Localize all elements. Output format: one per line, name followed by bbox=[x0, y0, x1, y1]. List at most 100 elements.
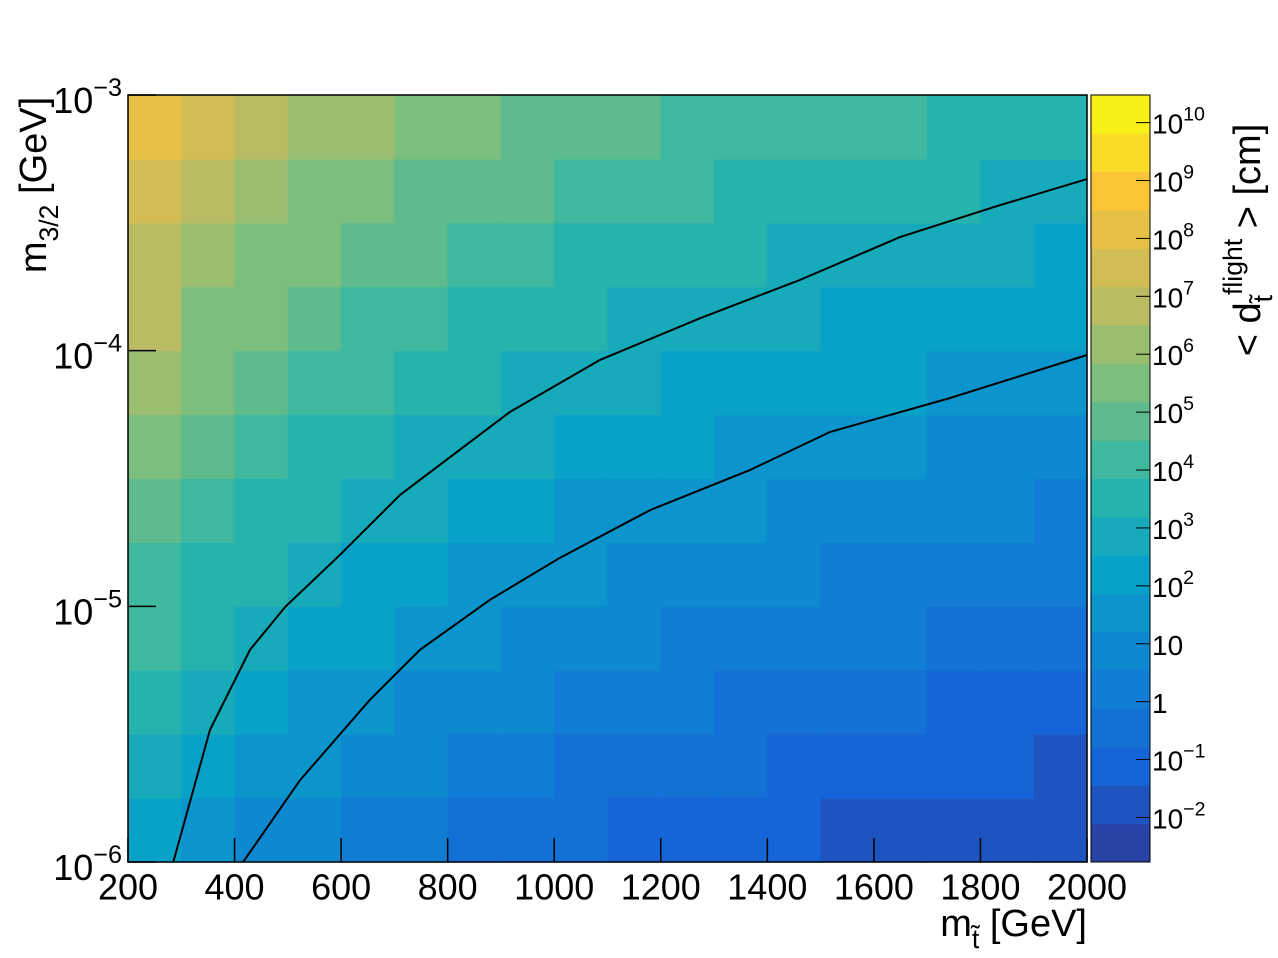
x-tick-label: 800 bbox=[418, 867, 478, 908]
heatmap-cell bbox=[1033, 542, 1088, 607]
heatmap-cell bbox=[554, 158, 609, 224]
heatmap-cell bbox=[447, 670, 502, 735]
y-axis-title-part: 3/2 bbox=[34, 205, 64, 242]
z-tick-label-exp: −2 bbox=[1183, 799, 1205, 821]
heatmap-cell bbox=[341, 606, 395, 671]
heatmap-cell bbox=[714, 414, 768, 480]
heatmap-cell bbox=[181, 670, 236, 735]
heatmap-cell bbox=[1033, 798, 1088, 863]
heatmap-cell bbox=[767, 95, 822, 160]
heatmap-cell bbox=[287, 670, 342, 735]
heatmap-cell bbox=[660, 734, 715, 799]
heatmap-cell bbox=[927, 286, 982, 352]
heatmap-cell bbox=[341, 478, 395, 544]
z-tick-label: 1 bbox=[1152, 688, 1168, 719]
heatmap-cell bbox=[554, 670, 609, 735]
y-tick-label: 10−3 bbox=[53, 74, 122, 121]
colorbar-band bbox=[1091, 401, 1150, 441]
x-tick-label: 200 bbox=[98, 867, 158, 908]
contour-line bbox=[242, 354, 1088, 863]
colorbar-band bbox=[1091, 248, 1150, 288]
heatmap-cell bbox=[1033, 670, 1088, 735]
heatmap-cell bbox=[714, 798, 768, 863]
heatmap-cell bbox=[554, 222, 609, 288]
heatmap-cell bbox=[554, 414, 609, 480]
heatmap-cell bbox=[341, 734, 395, 799]
heatmap-cell bbox=[607, 670, 662, 735]
heatmap-cell bbox=[554, 798, 609, 863]
heatmap-cell bbox=[607, 798, 662, 863]
heatmap-cell bbox=[128, 158, 182, 224]
heatmap-cell bbox=[820, 670, 875, 735]
x-tick-label: 1400 bbox=[727, 867, 807, 908]
heatmap-cell bbox=[873, 734, 928, 799]
z-tick-label: 10−1 bbox=[1152, 741, 1206, 777]
z-tick-label: 10 bbox=[1152, 630, 1183, 661]
heatmap-cell bbox=[873, 95, 928, 160]
heatmap-cell bbox=[873, 606, 928, 671]
heatmap-cell bbox=[394, 414, 449, 480]
heatmap-cell bbox=[500, 734, 555, 799]
heatmap-cell bbox=[980, 158, 1035, 224]
y-tick-label: 10−5 bbox=[53, 585, 122, 632]
z-tick-label-base: 10 bbox=[1152, 283, 1183, 314]
heatmap-cell bbox=[394, 798, 449, 863]
y-tick-label-exp: −3 bbox=[93, 74, 122, 102]
heatmap-cell bbox=[181, 798, 236, 863]
heatmap-cell bbox=[980, 95, 1035, 160]
x-tick-label: 2000 bbox=[1047, 867, 1127, 908]
heatmap-cell bbox=[500, 542, 555, 607]
heatmap-cell bbox=[927, 95, 982, 160]
z-tick-label: 107 bbox=[1152, 278, 1194, 314]
z-tick-label: 103 bbox=[1152, 509, 1194, 545]
heatmap-cell bbox=[980, 542, 1035, 607]
heatmap-cell bbox=[927, 798, 982, 863]
heatmap-cell bbox=[714, 606, 768, 671]
heatmap-cell bbox=[181, 734, 236, 799]
y-tick-label-exp: −5 bbox=[93, 585, 122, 613]
heatmap-cell bbox=[980, 798, 1035, 863]
heatmap-cell bbox=[980, 606, 1035, 671]
heatmap-cell bbox=[500, 222, 555, 288]
heatmap-cell bbox=[128, 414, 182, 480]
heatmap-cell bbox=[128, 542, 182, 607]
heatmap-cell bbox=[714, 670, 768, 735]
colorbar-band bbox=[1091, 210, 1150, 249]
heatmap-cell bbox=[820, 95, 875, 160]
heatmap-cell bbox=[128, 222, 182, 288]
heatmap-cell bbox=[287, 95, 342, 160]
heatmap-cell bbox=[181, 350, 236, 416]
heatmap-cell bbox=[607, 542, 662, 607]
z-tick-label-exp: 3 bbox=[1183, 509, 1194, 531]
heatmap-cell bbox=[767, 606, 822, 671]
z-axis-title-part: t̃ bbox=[1248, 293, 1278, 304]
heatmap-cell bbox=[820, 158, 875, 224]
heatmap-cell bbox=[447, 222, 502, 288]
heatmap-cell bbox=[1033, 286, 1088, 352]
colorbar-band bbox=[1091, 785, 1150, 825]
colorbar-band bbox=[1091, 133, 1150, 173]
heatmap-cell bbox=[873, 286, 928, 352]
heatmap-cell bbox=[927, 350, 982, 416]
contour-line bbox=[172, 178, 1088, 863]
heatmap-cell bbox=[341, 798, 395, 863]
heatmap-cell bbox=[607, 734, 662, 799]
colorbar-band bbox=[1091, 708, 1150, 748]
z-tick-label-exp: 6 bbox=[1183, 335, 1194, 357]
x-tick-label: 1600 bbox=[834, 867, 914, 908]
heatmap-cell bbox=[500, 414, 555, 480]
heatmap-cell bbox=[714, 95, 768, 160]
colorbar-band bbox=[1091, 171, 1150, 211]
heatmap-cell bbox=[820, 478, 875, 544]
heatmap-cell bbox=[128, 95, 182, 160]
heatmap-cell bbox=[980, 222, 1035, 288]
heatmap-cell bbox=[181, 414, 236, 480]
heatmap-cell bbox=[767, 414, 822, 480]
heatmap-cell bbox=[607, 286, 662, 352]
heatmap-cell bbox=[873, 478, 928, 544]
heatmap-cell bbox=[500, 606, 555, 671]
y-tick-label-exp: −6 bbox=[93, 841, 122, 869]
heatmap-cell bbox=[394, 158, 449, 224]
heatmap-cell bbox=[287, 606, 342, 671]
colorbar-band bbox=[1091, 478, 1150, 518]
